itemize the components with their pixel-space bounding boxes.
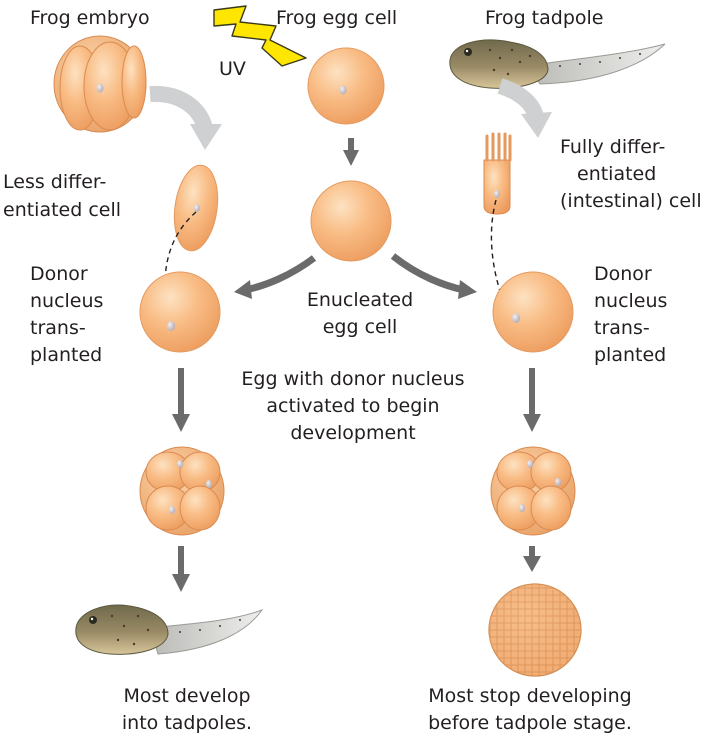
- result-tadpole-icon: [75, 604, 264, 655]
- enucleated-egg-cell-icon: [310, 180, 392, 262]
- intestinal-cell-icon: [483, 132, 512, 215]
- frog-tadpole-icon: [449, 39, 666, 89]
- result-right-label-2: before tadpole stage.: [428, 712, 632, 734]
- arrested-blastula-icon: [488, 583, 582, 677]
- enucleated-to-right-arrow: [390, 253, 477, 299]
- result-left-label-2: into tadpoles.: [122, 712, 252, 734]
- donor-right-label-2: nucleus: [594, 290, 667, 312]
- uv-bolt-icon: [213, 5, 307, 67]
- right-cleaving-embryo-icon: [490, 446, 576, 536]
- right-recipient-egg-icon: [492, 271, 574, 353]
- left-down-arrow-2: [172, 546, 190, 592]
- enucleated-to-left-arrow: [234, 255, 317, 299]
- donor-right-label-4: planted: [594, 344, 666, 366]
- less-differentiated-cell-icon: [173, 164, 219, 252]
- labels: Frog embryo UV Frog egg cell Frog tadpol…: [3, 7, 702, 734]
- enucleated-label-2: egg cell: [323, 316, 398, 338]
- donor-left-label-4: planted: [30, 344, 102, 366]
- frog-embryo-icon: [53, 35, 147, 133]
- dashed-transfer-right: [490, 199, 510, 315]
- activated-label-2: activated to begin: [266, 395, 439, 417]
- frog-tadpole-label: Frog tadpole: [485, 7, 603, 29]
- left-cleaving-embryo-icon: [139, 446, 225, 536]
- fully-differentiated-label-3: (intestinal) cell: [560, 190, 702, 212]
- donor-left-label-2: nucleus: [30, 290, 103, 312]
- activated-label-3: development: [290, 422, 415, 444]
- right-down-arrow-1: [523, 368, 541, 432]
- donor-left-label-1: Donor: [30, 263, 88, 285]
- embryo-to-cell-arrow: [149, 85, 222, 150]
- less-differentiated-label-2: entiated cell: [3, 199, 121, 221]
- frog-egg-cell-label: Frog egg cell: [276, 7, 397, 29]
- enucleated-label-1: Enucleated: [307, 289, 413, 311]
- fully-differentiated-label-2: entiated: [577, 163, 656, 185]
- egg-to-enucleated-arrow: [343, 138, 359, 166]
- less-differentiated-label-1: Less differ-: [3, 171, 106, 193]
- frog-embryo-label: Frog embryo: [30, 7, 150, 29]
- tadpole-to-cell-arrow: [497, 78, 552, 138]
- donor-right-label-3: trans-: [594, 317, 650, 339]
- result-right-label-1: Most stop developing: [428, 685, 632, 707]
- left-recipient-egg-icon: [139, 271, 221, 353]
- result-left-label-1: Most develop: [123, 685, 250, 707]
- donor-left-label-3: trans-: [30, 317, 86, 339]
- uv-label: UV: [219, 58, 246, 80]
- activated-label-1: Egg with donor nucleus: [241, 368, 464, 390]
- donor-right-label-1: Donor: [594, 263, 652, 285]
- fully-differentiated-label-1: Fully differ-: [560, 136, 665, 158]
- frog-egg-cell-icon: [307, 47, 385, 125]
- left-down-arrow-1: [172, 368, 190, 432]
- right-down-arrow-2: [523, 546, 541, 572]
